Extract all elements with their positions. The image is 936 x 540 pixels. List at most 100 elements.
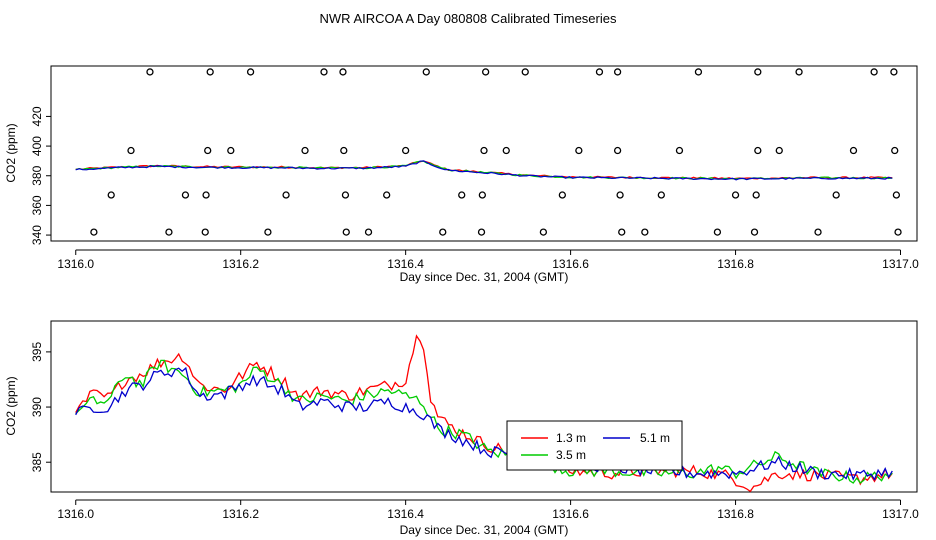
calibration-point xyxy=(675,146,684,155)
y-tick-label: 360 xyxy=(30,195,44,215)
calibration-point xyxy=(246,68,255,76)
calibration-point xyxy=(539,228,548,236)
bottom-x-axis: 1316.0 1316.2 1316.4 1316.6 1316.8 1317.0 xyxy=(57,499,919,521)
series-line-1-3-m xyxy=(75,334,893,493)
top-y-axis-label: CO2 (ppm) xyxy=(4,123,18,182)
series-line-5-1-m xyxy=(75,366,893,481)
calibration-point xyxy=(775,146,783,155)
x-tick-label: 1316.2 xyxy=(222,257,259,271)
calibration-point xyxy=(481,68,490,76)
legend-label-1-3m: 1.3 m xyxy=(556,431,586,445)
calibration-point xyxy=(340,146,348,155)
bottom-series xyxy=(75,334,893,493)
calibration-point xyxy=(458,191,466,199)
top-calibration-points xyxy=(90,68,902,236)
calibration-point xyxy=(127,146,135,155)
y-tick-label: 400 xyxy=(30,136,44,156)
x-tick-label: 1316.4 xyxy=(387,507,424,521)
calibration-point xyxy=(364,228,373,236)
calibration-point xyxy=(401,146,410,155)
calibration-point xyxy=(616,191,624,199)
calibration-point xyxy=(282,191,290,199)
calibration-point xyxy=(146,68,154,76)
calibration-point xyxy=(521,68,529,76)
calibration-point xyxy=(480,146,488,155)
legend-label-5-1m: 5.1 m xyxy=(640,431,670,445)
calibration-point xyxy=(752,191,760,199)
calibration-point xyxy=(618,228,626,236)
x-tick-label: 1316.4 xyxy=(387,257,424,271)
calibration-point xyxy=(201,228,209,236)
calibration-point xyxy=(694,68,703,76)
x-tick-label: 1316.0 xyxy=(57,507,94,521)
y-tick-label: 385 xyxy=(30,452,44,472)
x-tick-label: 1316.0 xyxy=(57,257,94,271)
calibration-point xyxy=(227,146,235,155)
calibration-point xyxy=(107,191,115,199)
bottom-panel: 385 390 395 1316.0 1316.2 1316.4 1316.6 1316.8… xyxy=(4,320,919,537)
top-panel: 340 360 380 400 420 1316.0 1316.2 1316.4 1316.6… xyxy=(4,65,919,284)
calibration-point xyxy=(383,191,391,199)
calibration-point xyxy=(731,191,740,199)
y-tick-label: 390 xyxy=(30,397,44,417)
calibration-point xyxy=(320,68,328,76)
legend-box xyxy=(506,420,683,471)
calibration-point xyxy=(165,228,173,236)
series-line-3-5-m xyxy=(75,359,893,484)
calibration-point xyxy=(558,191,567,199)
calibration-point xyxy=(422,68,430,76)
calibration-point xyxy=(657,191,665,199)
legend-label-3-5m: 3.5 m xyxy=(556,448,586,462)
calibration-point xyxy=(342,228,350,236)
calibration-point xyxy=(870,68,878,76)
calibration-point xyxy=(202,191,210,199)
top-x-axis: 1316.0 1316.2 1316.4 1316.6 1316.8 1317.0 xyxy=(57,249,919,271)
calibration-point xyxy=(891,146,899,155)
calibration-point xyxy=(339,68,347,76)
y-tick-label: 340 xyxy=(30,225,44,245)
legend: 1.3 m 3.5 m 5.1 m xyxy=(506,420,683,471)
x-tick-label: 1316.6 xyxy=(552,257,589,271)
x-tick-label: 1316.6 xyxy=(552,507,589,521)
x-tick-label: 1316.8 xyxy=(717,257,754,271)
y-tick-label: 380 xyxy=(30,165,44,185)
calibration-point xyxy=(90,228,98,236)
calibration-point xyxy=(613,68,622,76)
calibration-point xyxy=(341,191,350,199)
calibration-point xyxy=(502,146,510,155)
calibration-point xyxy=(892,191,901,199)
calibration-point xyxy=(264,228,272,236)
top-series-line xyxy=(75,160,893,180)
chart-title: NWR AIRCOA A Day 080808 Calibrated Times… xyxy=(320,11,617,26)
calibration-point xyxy=(206,68,214,76)
calibration-point xyxy=(814,228,822,236)
x-tick-label: 1317.0 xyxy=(882,507,919,521)
x-tick-label: 1316.2 xyxy=(222,507,259,521)
calibration-point xyxy=(595,68,604,76)
calibration-point xyxy=(832,191,840,199)
bottom-y-axis: 385 390 395 xyxy=(30,342,52,472)
calibration-point xyxy=(181,191,190,199)
calibration-point xyxy=(754,68,762,76)
calibration-point xyxy=(613,146,622,155)
calibration-point xyxy=(575,146,583,155)
calibration-point xyxy=(301,146,309,155)
y-tick-label: 395 xyxy=(30,342,44,362)
bottom-x-axis-label: Day since Dec. 31, 2004 (GMT) xyxy=(400,523,569,537)
calibration-point xyxy=(713,228,722,236)
x-tick-label: 1316.8 xyxy=(717,507,754,521)
x-tick-label: 1317.0 xyxy=(882,257,919,271)
calibration-point xyxy=(894,228,902,236)
top-x-axis-label: Day since Dec. 31, 2004 (GMT) xyxy=(400,270,569,284)
top-y-axis: 340 360 380 400 420 xyxy=(30,106,52,245)
top-series xyxy=(75,160,893,181)
calibration-point xyxy=(849,146,858,155)
calibration-point xyxy=(750,228,759,236)
calibration-point xyxy=(478,191,487,199)
calibration-point xyxy=(204,146,212,155)
calibration-point xyxy=(477,228,486,236)
calibration-point xyxy=(795,68,803,76)
calibration-point xyxy=(754,146,762,155)
y-tick-label: 420 xyxy=(30,106,44,126)
